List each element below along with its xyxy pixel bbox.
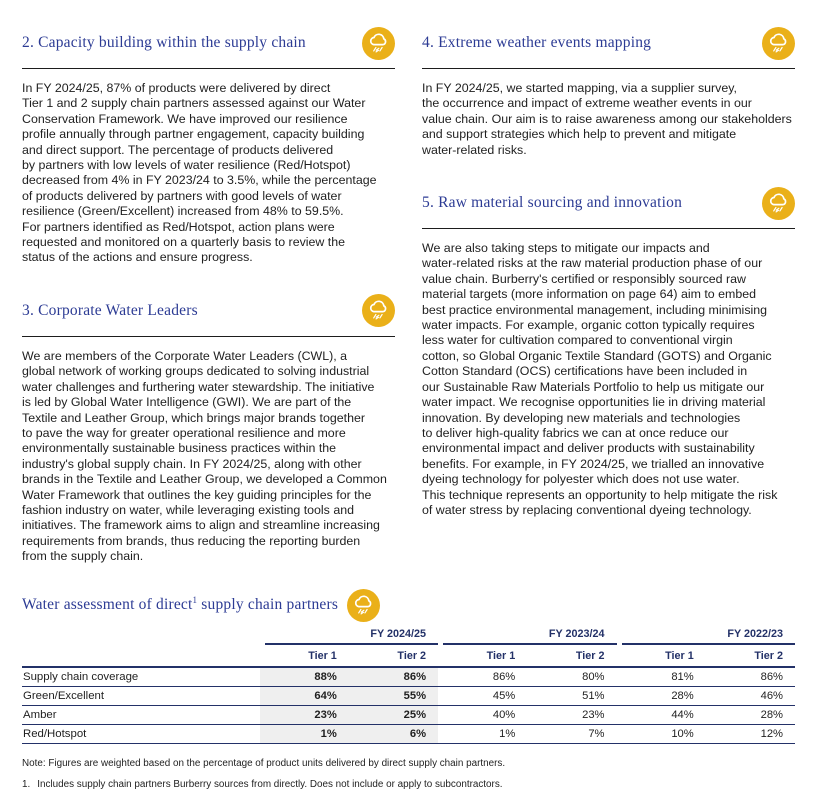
heading-rule: [22, 335, 395, 337]
cell-value: 28%: [616, 686, 706, 706]
section-header: 3. Corporate Water Leaders: [22, 294, 395, 328]
cell-value: 86%: [438, 666, 528, 687]
footnote-text: Includes supply chain partners Burberry …: [37, 778, 503, 790]
cell-value: 28%: [705, 705, 795, 725]
cell-value: 51%: [527, 686, 617, 706]
footnote-number: 1.: [22, 778, 31, 790]
footnote-marker: 1: [192, 594, 198, 605]
section-body: We are also taking steps to mitigate our…: [422, 241, 778, 517]
cell-value: 1%: [438, 724, 528, 744]
cell-value: 40%: [438, 705, 528, 725]
section-body: In FY 2024/25, 87% of products were deli…: [22, 81, 377, 265]
section-title: 3. Corporate Water Leaders: [22, 301, 198, 319]
section-title: 4. Extreme weather events mapping: [422, 34, 652, 51]
table-row: Amber 23% 25% 40% 23% 44% 28%: [22, 705, 795, 725]
cell-value: 6%: [348, 724, 439, 744]
tier-header: Tier 1: [616, 644, 706, 668]
two-column-text: 2. Capacity building within the supply c…: [22, 26, 795, 565]
cell-value: 86%: [705, 666, 795, 687]
tier-header: Tier 1: [438, 644, 528, 668]
cell-value: 12%: [705, 724, 795, 744]
footnote: 1. Includes supply chain partners Burber…: [22, 779, 795, 790]
section-extreme-weather: 4. Extreme weather events mapping In FY …: [422, 26, 795, 158]
cloud-rain-icon: [762, 186, 795, 220]
year-group-fy2023-24: FY 2023/24: [443, 628, 617, 645]
heading-rule: [22, 68, 395, 69]
year-group-row: FY 2024/25 FY 2023/24 FY 2022/23: [22, 628, 795, 645]
row-label: Amber: [22, 705, 260, 725]
section-header: 5. Raw material sourcing and innovation: [422, 186, 795, 220]
cell-value: 10%: [616, 724, 706, 744]
left-column: 2. Capacity building within the supply c…: [22, 26, 395, 565]
section-title: 5. Raw material sourcing and innovation: [422, 194, 683, 212]
water-assessment-table: FY 2024/25 FY 2023/24 FY 2022/23 Tier 1 …: [22, 628, 795, 744]
cell-value: 88%: [259, 666, 349, 687]
section-corporate-water-leaders: 3. Corporate Water Leaders We are member…: [22, 294, 395, 565]
section-body: We are members of the Corporate Water Le…: [22, 348, 387, 564]
cell-value: 23%: [259, 705, 349, 725]
cell-value: 7%: [527, 724, 617, 744]
cloud-rain-icon: [762, 26, 795, 60]
cell-value: 81%: [616, 666, 706, 687]
heading-rule: [422, 228, 795, 230]
cell-value: 80%: [527, 666, 617, 687]
cell-value: 45%: [438, 686, 528, 706]
cell-value: 46%: [705, 686, 795, 706]
table-title: Water assessment of direct1 supply chain…: [22, 594, 339, 614]
cell-value: 1%: [259, 724, 349, 744]
cloud-rain-icon: [362, 294, 395, 328]
section-header: 4. Extreme weather events mapping: [422, 26, 795, 60]
row-label: Red/Hotspot: [22, 724, 260, 744]
table-row: Supply chain coverage 88% 86% 86% 80% 81…: [22, 666, 795, 687]
tier-header-row: Tier 1 Tier 2 Tier 1 Tier 2 Tier 1 Tier …: [22, 644, 795, 668]
section-title: 2. Capacity building within the supply c…: [22, 34, 306, 51]
cell-value: 25%: [348, 705, 439, 725]
section-capacity-building: 2. Capacity building within the supply c…: [22, 26, 395, 266]
tier-header: Tier 2: [348, 644, 439, 668]
table-row: Red/Hotspot 1% 6% 1% 7% 10% 12%: [22, 724, 795, 744]
table-note: Note: Figures are weighted based on the …: [22, 757, 506, 769]
cell-value: 23%: [527, 705, 617, 725]
tier-header: Tier 1: [259, 644, 349, 668]
section-body: In FY 2024/25, we started mapping, via a…: [422, 81, 792, 157]
cell-value: 86%: [348, 666, 439, 687]
year-group-fy2022-23: FY 2022/23: [621, 628, 795, 645]
right-column: 4. Extreme weather events mapping In FY …: [422, 26, 795, 565]
cell-value: 44%: [616, 705, 706, 725]
table-row: Green/Excellent 64% 55% 45% 51% 28% 46%: [22, 686, 795, 706]
cell-value: 64%: [259, 686, 349, 706]
section-raw-material: 5. Raw material sourcing and innovation …: [422, 186, 795, 518]
heading-rule: [422, 68, 795, 69]
row-label: Supply chain coverage: [22, 666, 260, 687]
water-assessment-block: Water assessment of direct1 supply chain…: [22, 588, 795, 790]
tier-header: Tier 2: [527, 644, 617, 668]
section-header: 2. Capacity building within the supply c…: [22, 26, 395, 60]
cloud-rain-icon: [347, 588, 381, 622]
table-title-row: Water assessment of direct1 supply chain…: [22, 588, 795, 622]
year-group-fy2024-25: FY 2024/25: [264, 628, 439, 645]
cell-value: 55%: [348, 686, 439, 706]
cloud-rain-icon: [362, 26, 395, 60]
tier-header: Tier 2: [705, 644, 795, 668]
row-label: Green/Excellent: [22, 686, 260, 706]
